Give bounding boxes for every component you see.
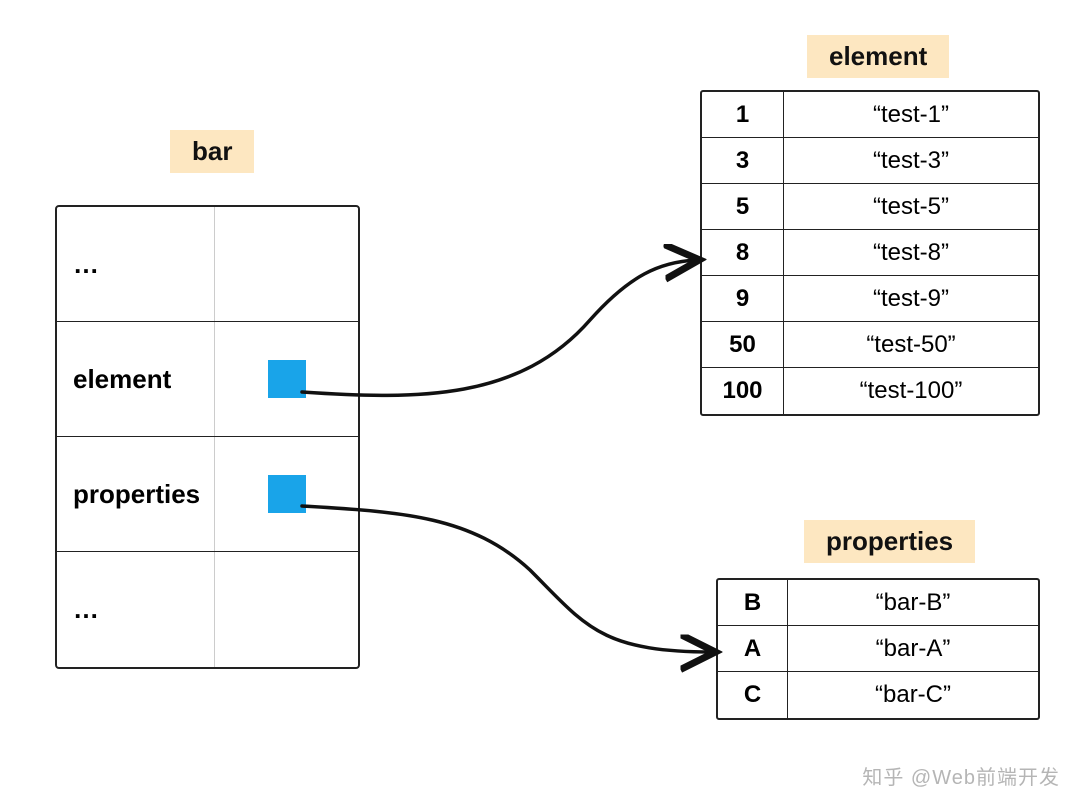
element-val: “test-5” bbox=[784, 184, 1038, 229]
properties-val: “bar-C” bbox=[788, 672, 1038, 718]
element-key: 8 bbox=[702, 230, 784, 275]
pointer-icon bbox=[268, 475, 306, 513]
properties-key: A bbox=[718, 626, 788, 671]
properties-key: C bbox=[718, 672, 788, 718]
bar-row-label: element bbox=[57, 322, 215, 436]
element-val: “test-3” bbox=[784, 138, 1038, 183]
properties-val: “bar-A” bbox=[788, 626, 1038, 671]
bar-row-value bbox=[215, 552, 358, 667]
bar-title-label: bar bbox=[170, 130, 254, 173]
table-row: C“bar-C” bbox=[718, 672, 1038, 718]
element-key: 100 bbox=[702, 368, 784, 414]
table-row: B“bar-B” bbox=[718, 580, 1038, 626]
watermark: 知乎 @Web前端开发 bbox=[862, 761, 1060, 790]
properties-key: B bbox=[718, 580, 788, 625]
element-val: “test-50” bbox=[784, 322, 1038, 367]
element-val: “test-1” bbox=[784, 92, 1038, 137]
table-row: 8“test-8” bbox=[702, 230, 1038, 276]
bar-row-value bbox=[215, 207, 358, 321]
bar-row: … bbox=[57, 207, 358, 322]
arrow-properties bbox=[302, 506, 712, 652]
table-row: 100“test-100” bbox=[702, 368, 1038, 414]
element-key: 9 bbox=[702, 276, 784, 321]
arrow-element bbox=[302, 260, 696, 395]
element-table: 1“test-1” 3“test-3” 5“test-5” 8“test-8” … bbox=[700, 90, 1040, 416]
element-val: “test-100” bbox=[784, 368, 1038, 414]
bar-row-label: properties bbox=[57, 437, 215, 551]
bar-row: … bbox=[57, 552, 358, 667]
element-key: 5 bbox=[702, 184, 784, 229]
element-key: 50 bbox=[702, 322, 784, 367]
bar-row-value bbox=[215, 437, 358, 551]
properties-val: “bar-B” bbox=[788, 580, 1038, 625]
properties-title-label: properties bbox=[804, 520, 975, 563]
table-row: 3“test-3” bbox=[702, 138, 1038, 184]
element-key: 3 bbox=[702, 138, 784, 183]
table-row: 1“test-1” bbox=[702, 92, 1038, 138]
table-row: 5“test-5” bbox=[702, 184, 1038, 230]
table-row: 50“test-50” bbox=[702, 322, 1038, 368]
bar-row: properties bbox=[57, 437, 358, 552]
bar-row: element bbox=[57, 322, 358, 437]
element-val: “test-8” bbox=[784, 230, 1038, 275]
bar-row-label: … bbox=[57, 207, 215, 321]
bar-table: … element properties … bbox=[55, 205, 360, 669]
pointer-icon bbox=[268, 360, 306, 398]
element-title-label: element bbox=[807, 35, 949, 78]
element-key: 1 bbox=[702, 92, 784, 137]
bar-row-value bbox=[215, 322, 358, 436]
element-val: “test-9” bbox=[784, 276, 1038, 321]
table-row: 9“test-9” bbox=[702, 276, 1038, 322]
bar-row-label: … bbox=[57, 552, 215, 667]
table-row: A“bar-A” bbox=[718, 626, 1038, 672]
properties-table: B“bar-B” A“bar-A” C“bar-C” bbox=[716, 578, 1040, 720]
